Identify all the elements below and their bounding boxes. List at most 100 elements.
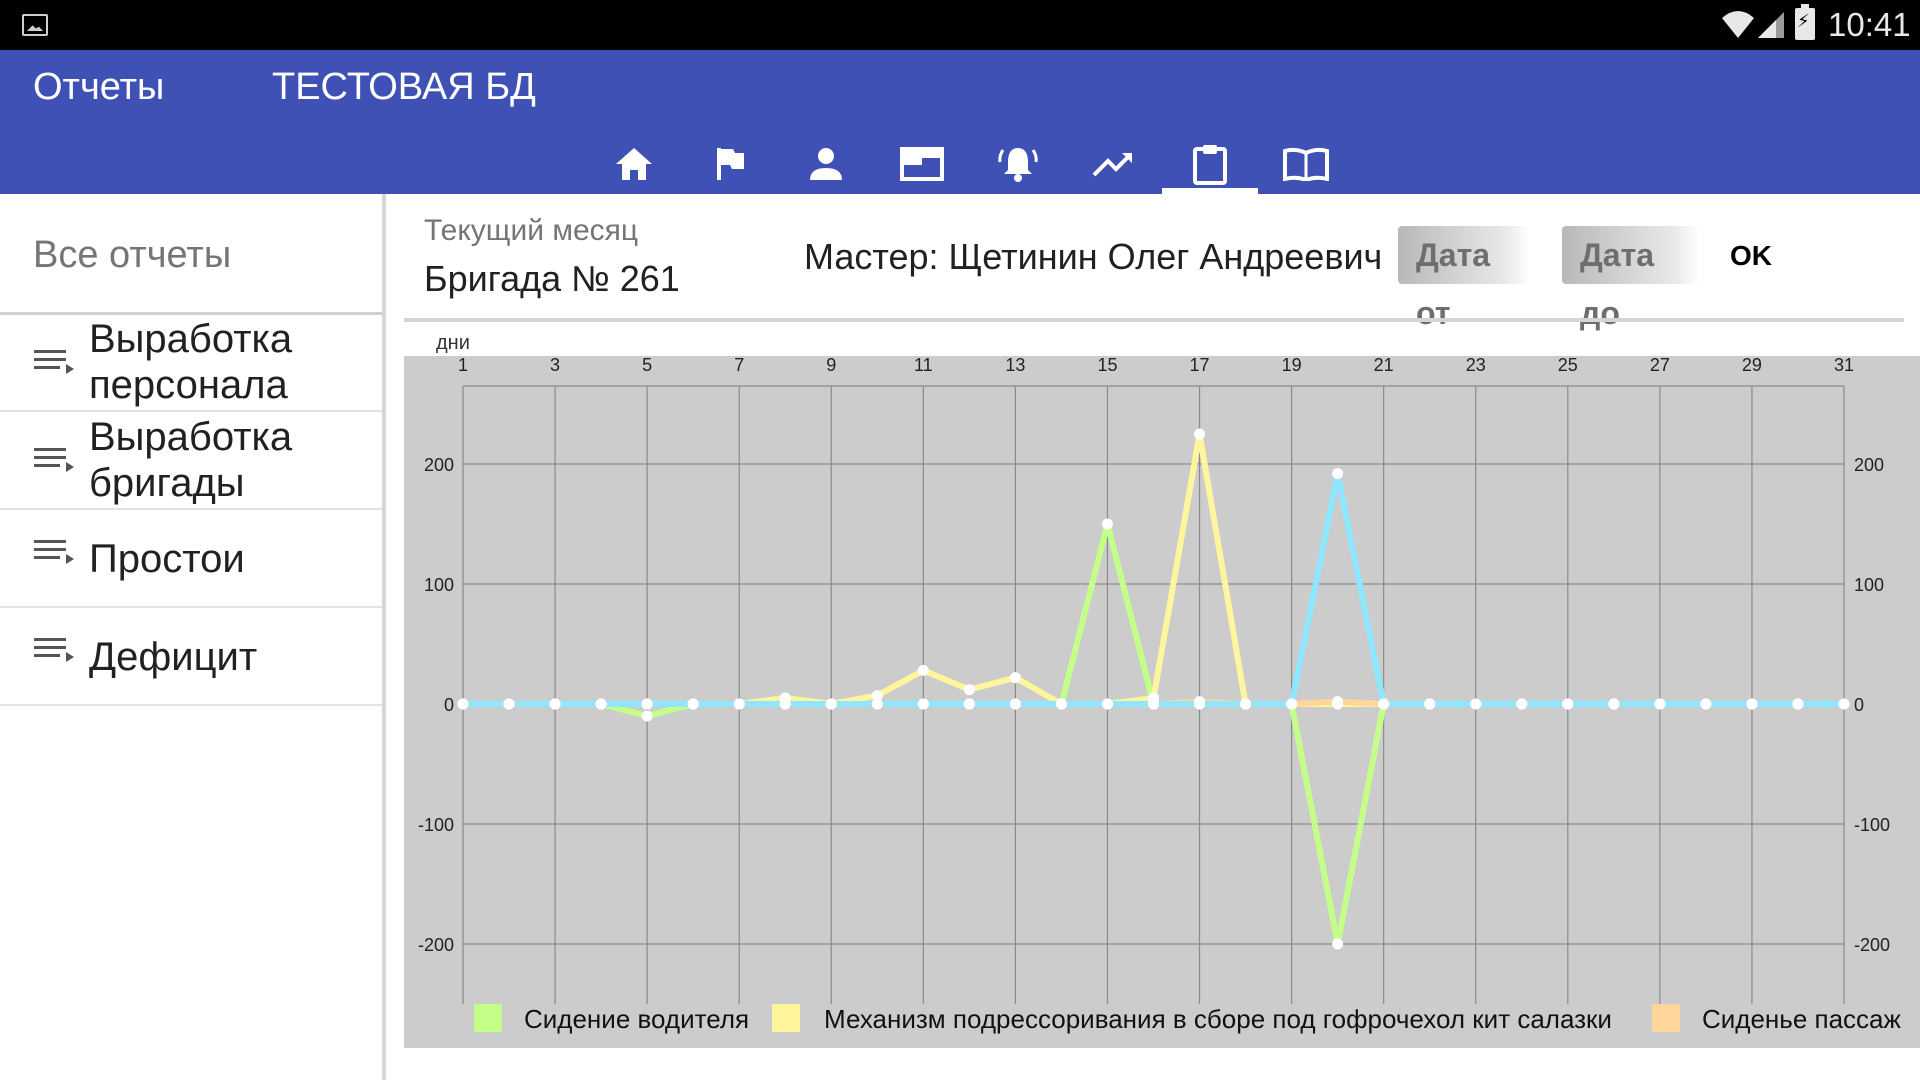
legend-label: Сиденье пассаж [1702,1004,1902,1034]
legend-swatch [772,1004,800,1032]
data-point [825,698,837,710]
sidebar-item-deficit[interactable]: Дефицит [0,610,382,706]
data-point [1332,468,1344,480]
report-period: Текущий месяц [424,214,639,247]
data-point [1332,696,1344,708]
data-point [687,698,699,710]
data-point [641,698,653,710]
x-tick-label: 23 [1466,356,1486,375]
x-tick-label: 15 [1097,356,1117,375]
data-point [1838,698,1850,710]
data-point [1562,698,1574,710]
x-tick-label: 11 [914,356,933,375]
window-icon [900,147,944,181]
x-tick-label: 13 [1005,356,1025,375]
x-tick-label: 3 [550,356,560,375]
x-tick-label: 29 [1742,356,1762,375]
nav-tabs [586,134,1354,194]
data-point [1792,698,1804,710]
y-tick-label-left: 200 [424,455,454,475]
tab-person[interactable] [778,134,874,194]
data-point [963,684,975,696]
data-point [1055,698,1067,710]
playlist-icon [34,350,74,374]
image-notification-icon [22,14,48,36]
data-point [549,698,561,710]
y-tick-label-left: -100 [418,815,454,835]
home-icon [616,148,652,180]
x-tick-label: 21 [1374,356,1394,375]
tab-window[interactable] [874,134,970,194]
report-master: Мастер: Щетинин Олег Андреевич [804,236,1383,277]
y-tick-label-right: -100 [1854,815,1890,835]
playlist-icon [34,540,74,564]
data-point [779,698,791,710]
x-tick-label: 5 [642,356,652,375]
data-point [1378,698,1390,710]
data-point [871,690,883,702]
data-point [1101,698,1113,710]
sidebar: Все отчеты Выработка персонала Выработка… [0,194,386,1080]
trending-up-icon [1092,153,1132,177]
sidebar-item-label: Простои [89,537,245,581]
data-point [917,664,929,676]
tab-book[interactable] [1258,134,1354,194]
sidebar-item-brigade-output[interactable]: Выработка бригады [0,414,382,510]
sidebar-item-label: Дефицит [89,635,258,679]
data-point [917,698,929,710]
y-tick-label-right: 100 [1854,575,1884,595]
x-tick-label: 9 [826,356,836,375]
data-point [1286,698,1298,710]
sidebar-divider [0,312,382,315]
battery-charging-icon [1795,4,1815,40]
playlist-icon [34,638,74,662]
legend-swatch [474,1004,502,1032]
data-point [1148,698,1159,710]
date-from-button[interactable]: Дата от [1398,226,1530,331]
sidebar-item-staff-output[interactable]: Выработка персонала [0,316,382,412]
x-tick-label: 27 [1650,356,1670,375]
sidebar-item-label: Выработка [89,317,293,361]
data-point [641,710,653,722]
tab-alarms[interactable] [970,134,1066,194]
data-point [1654,698,1666,710]
data-point [595,698,607,710]
data-point [733,698,745,710]
person-icon [810,148,842,180]
status-bar: 10:41 [0,0,1920,50]
sidebar-header[interactable]: Все отчеты [33,234,232,276]
data-point [871,698,883,710]
tab-home[interactable] [586,134,682,194]
sidebar-item-downtime[interactable]: Простои [0,512,382,608]
status-time: 10:41 [1828,6,1911,43]
data-point [1009,672,1021,684]
legend-label: Сидение водителя [524,1004,749,1034]
data-point [1332,938,1344,950]
data-point [1746,698,1758,710]
wifi-icon [1722,11,1754,38]
date-to-button[interactable]: Дата до [1562,226,1700,331]
tab-trends[interactable] [1066,134,1162,194]
legend-label: Механизм подрессоривания в сборе под гоф… [824,1004,1612,1034]
tab-reports[interactable] [1162,134,1258,194]
y-tick-label-right: 200 [1854,455,1884,475]
legend-swatch [1652,1004,1680,1032]
x-tick-label: 19 [1282,356,1302,375]
ok-button[interactable]: OK [1730,240,1772,271]
data-point [1470,698,1482,710]
database-name: ТЕСТОВАЯ БД [272,66,536,108]
x-axis-label: дни [436,332,470,354]
data-point [457,698,469,710]
y-tick-label-left: 0 [444,695,454,715]
y-tick-label-left: 100 [424,575,454,595]
data-point [1101,518,1113,530]
data-point [963,698,975,710]
header-divider [404,318,1904,322]
tab-flag[interactable] [682,134,778,194]
data-point [1700,698,1712,710]
data-point [1516,698,1528,710]
data-point [1009,698,1021,710]
data-point [1424,698,1436,710]
alarm-icon [998,148,1038,182]
